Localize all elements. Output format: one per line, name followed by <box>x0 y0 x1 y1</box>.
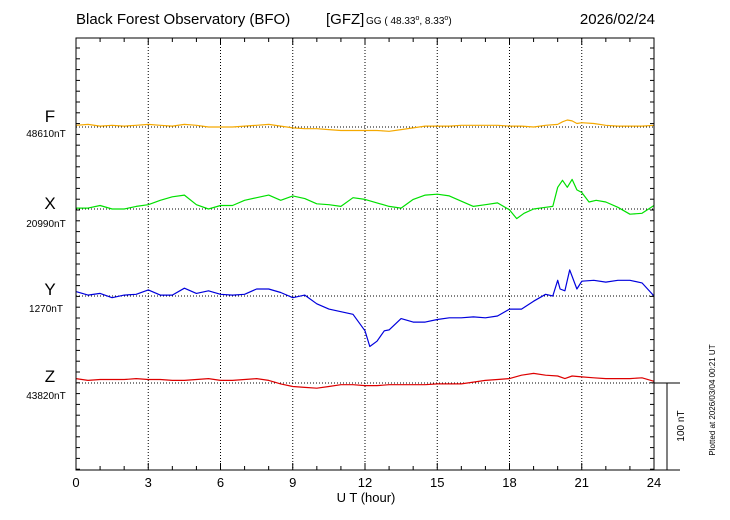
coord-degree-2: o <box>444 15 448 22</box>
baseline-label-y: 1270nT <box>29 304 63 315</box>
series-label-y: Y <box>44 280 55 299</box>
series-line-z <box>75 372 655 389</box>
coord-prefix: GG ( 48.33 <box>366 16 416 27</box>
series-lines <box>75 119 655 389</box>
x-tick-label-15: 15 <box>430 475 444 490</box>
x-tick-label-0: 0 <box>72 475 79 490</box>
station-coordinates: GG ( 48.33o, 8.33o) <box>366 15 452 27</box>
baselines <box>76 126 654 384</box>
scale-bar <box>654 382 680 471</box>
coord-degree-1: o <box>415 15 419 22</box>
x-tick-label-6: 6 <box>217 475 224 490</box>
baseline-label-x: 20990nT <box>26 219 65 230</box>
x-tick-label-18: 18 <box>502 475 516 490</box>
plotted-timestamp: Plotted at 2026/03/04 00:21 UT <box>708 344 717 455</box>
scale-bar-label: 100 nT <box>676 410 687 441</box>
ticks <box>75 38 655 470</box>
x-tick-label-3: 3 <box>145 475 152 490</box>
series-label-x: X <box>44 194 55 213</box>
coord-suffix: ) <box>448 16 451 27</box>
institute-label: [GFZ] <box>326 11 364 28</box>
x-axis-label: U T (hour) <box>337 490 396 505</box>
grid <box>147 38 583 470</box>
series-line-x <box>76 178 655 220</box>
baseline-label-f: 48610nT <box>26 129 65 140</box>
x-tick-label-12: 12 <box>358 475 372 490</box>
series-line-f <box>75 119 655 132</box>
chart-date: 2026/02/24 <box>580 11 655 28</box>
series-label-z: Z <box>45 367 55 386</box>
series-line-y <box>75 269 655 348</box>
x-tick-label-21: 21 <box>575 475 589 490</box>
x-tick-labels: 0 3 6 9 12 15 18 21 24 <box>72 475 661 490</box>
x-tick-label-9: 9 <box>289 475 296 490</box>
series-label-f: F <box>45 107 55 126</box>
baseline-label-z: 43820nT <box>26 391 65 402</box>
chart-title: Black Forest Observatory (BFO) <box>76 11 290 28</box>
coord-separator: , 8.33 <box>419 16 444 27</box>
x-tick-label-24: 24 <box>647 475 661 490</box>
